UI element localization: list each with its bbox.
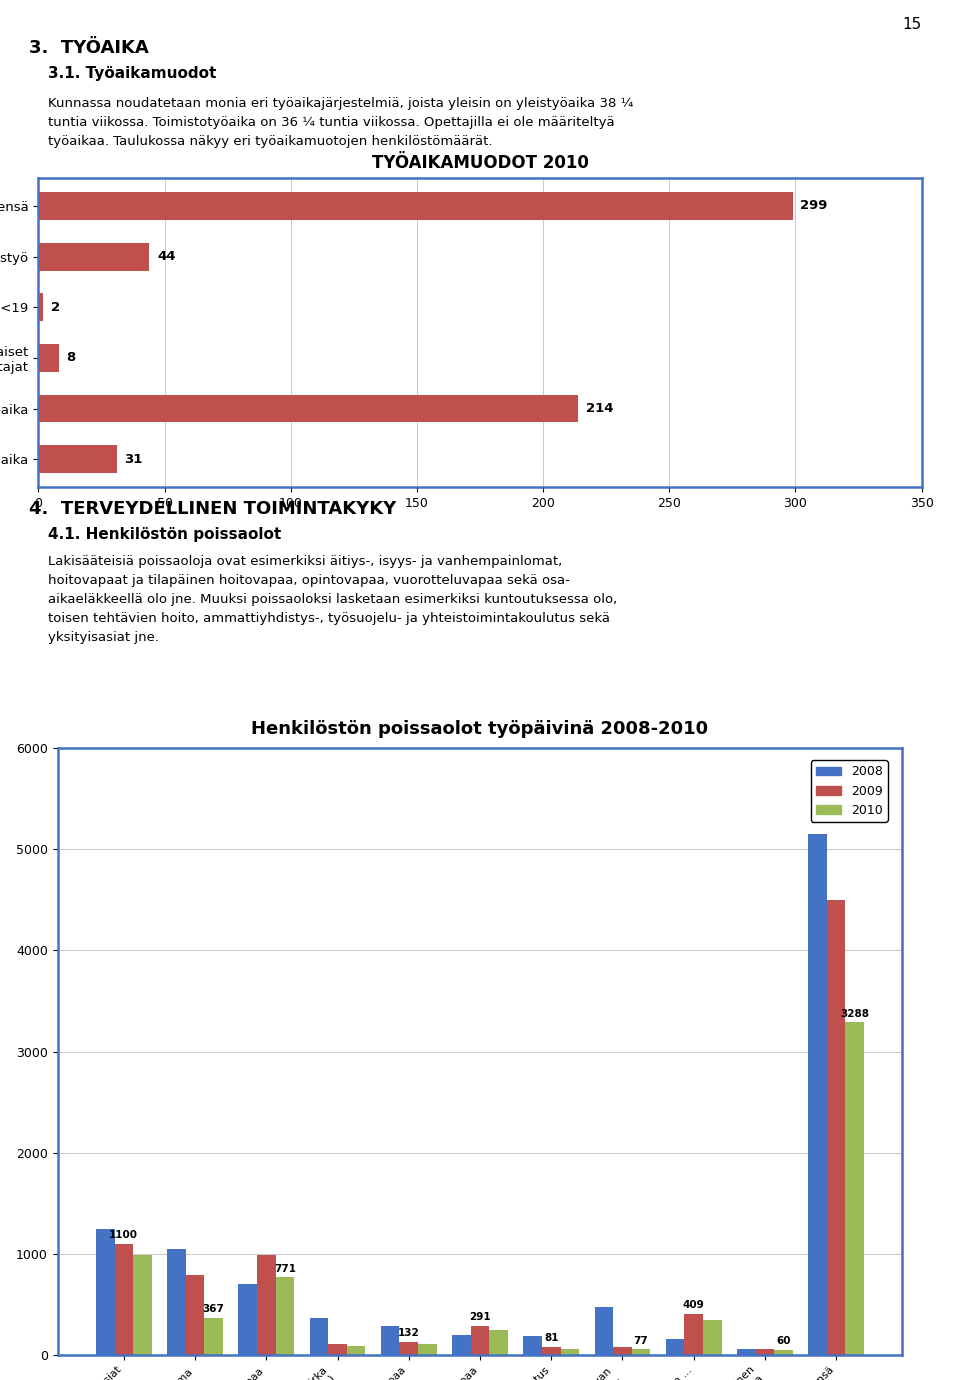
Bar <box>238 1285 257 1355</box>
Bar <box>133 1254 152 1355</box>
Title: TYÖAIKAMUODOT 2010: TYÖAIKAMUODOT 2010 <box>372 155 588 172</box>
Text: 409: 409 <box>683 1300 705 1310</box>
Bar <box>523 1336 542 1355</box>
Text: 3.  TYÖAIKA: 3. TYÖAIKA <box>29 39 149 57</box>
Bar <box>38 294 43 322</box>
Bar <box>381 1326 399 1355</box>
Bar <box>347 1346 366 1355</box>
Bar <box>38 395 579 422</box>
Bar <box>328 1344 347 1355</box>
Bar <box>613 1347 632 1355</box>
Text: 291: 291 <box>469 1312 491 1322</box>
Bar <box>310 1318 328 1355</box>
Bar <box>666 1340 684 1355</box>
Legend: 2008, 2009, 2010: 2008, 2009, 2010 <box>811 760 888 821</box>
Text: 367: 367 <box>203 1304 225 1315</box>
Bar <box>737 1348 756 1355</box>
Bar <box>827 900 846 1355</box>
Bar <box>703 1321 722 1355</box>
Bar <box>808 834 827 1355</box>
Bar <box>204 1318 223 1355</box>
Bar <box>846 1023 864 1355</box>
Title: Henkilöstön poissaolot työpäivinä 2008-2010: Henkilöstön poissaolot työpäivinä 2008-2… <box>252 720 708 738</box>
Bar <box>38 446 116 473</box>
Bar <box>561 1350 579 1355</box>
Bar <box>490 1330 508 1355</box>
Bar <box>257 1254 276 1355</box>
Bar <box>774 1350 793 1355</box>
Bar <box>756 1350 774 1355</box>
Text: 77: 77 <box>634 1336 648 1346</box>
Bar <box>186 1275 204 1355</box>
Text: 60: 60 <box>777 1336 791 1347</box>
Bar <box>684 1314 703 1355</box>
Bar <box>96 1228 114 1355</box>
Bar <box>276 1276 294 1355</box>
Text: 81: 81 <box>544 1333 559 1343</box>
Text: 132: 132 <box>397 1329 420 1339</box>
Text: 2: 2 <box>51 301 60 313</box>
Text: 8: 8 <box>66 352 76 364</box>
Text: Lakisääteisiä poissaoloja ovat esimerkiksi äitiys-, isyys- ja vanhempainlomat,
h: Lakisääteisiä poissaoloja ovat esimerkik… <box>48 555 617 643</box>
Bar <box>167 1249 186 1355</box>
Text: 299: 299 <box>801 200 828 213</box>
Text: 44: 44 <box>157 250 176 264</box>
Bar <box>114 1243 133 1355</box>
Text: 3288: 3288 <box>840 1009 869 1018</box>
Text: 3.1. Työaikamuodot: 3.1. Työaikamuodot <box>48 66 216 81</box>
Text: Kunnassa noudatetaan monia eri työaikajärjestelmiä, joista yleisin on yleistyöai: Kunnassa noudatetaan monia eri työaikajä… <box>48 97 634 148</box>
Bar <box>38 243 150 270</box>
Text: 15: 15 <box>902 17 922 32</box>
Text: 4.1. Henkilöstön poissaolot: 4.1. Henkilöstön poissaolot <box>48 527 281 542</box>
Text: 4.  TERVEYDELLINEN TOIMINTAKYKY: 4. TERVEYDELLINEN TOIMINTAKYKY <box>29 500 396 518</box>
Bar <box>418 1344 437 1355</box>
Bar <box>470 1326 490 1355</box>
Text: 1100: 1100 <box>109 1231 138 1241</box>
Bar <box>452 1336 470 1355</box>
Bar <box>399 1341 418 1355</box>
Bar <box>38 344 59 371</box>
Bar <box>594 1307 613 1355</box>
Bar <box>632 1350 650 1355</box>
Text: 214: 214 <box>586 402 613 415</box>
Bar <box>38 192 793 219</box>
Bar <box>542 1347 561 1355</box>
Text: 31: 31 <box>124 453 143 465</box>
Text: 771: 771 <box>274 1264 296 1274</box>
